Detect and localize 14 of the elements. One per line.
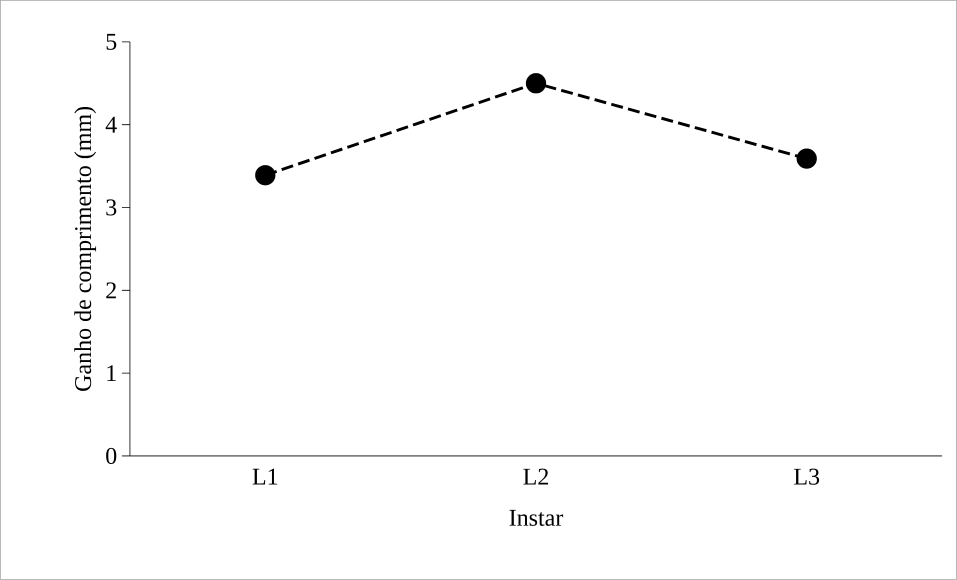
- y-tick-label: 2: [106, 282, 116, 298]
- point: [255, 165, 276, 186]
- point: [796, 148, 817, 169]
- point: [526, 73, 546, 94]
- x-tick-label: L2: [523, 468, 548, 485]
- x-tick-label: L1: [252, 468, 278, 485]
- y-tick-label: 5: [106, 34, 116, 50]
- x-tick-label: L3: [794, 468, 820, 485]
- y-tick-label: 4: [106, 116, 117, 133]
- y-axis-title: Ganho de comprimento (mm): [74, 107, 96, 391]
- y-tick-label: 1: [107, 365, 116, 382]
- y-tick-label: 3: [106, 199, 116, 216]
- y-tick-label: 0: [106, 448, 116, 464]
- x-axis-title: Instar: [510, 510, 564, 526]
